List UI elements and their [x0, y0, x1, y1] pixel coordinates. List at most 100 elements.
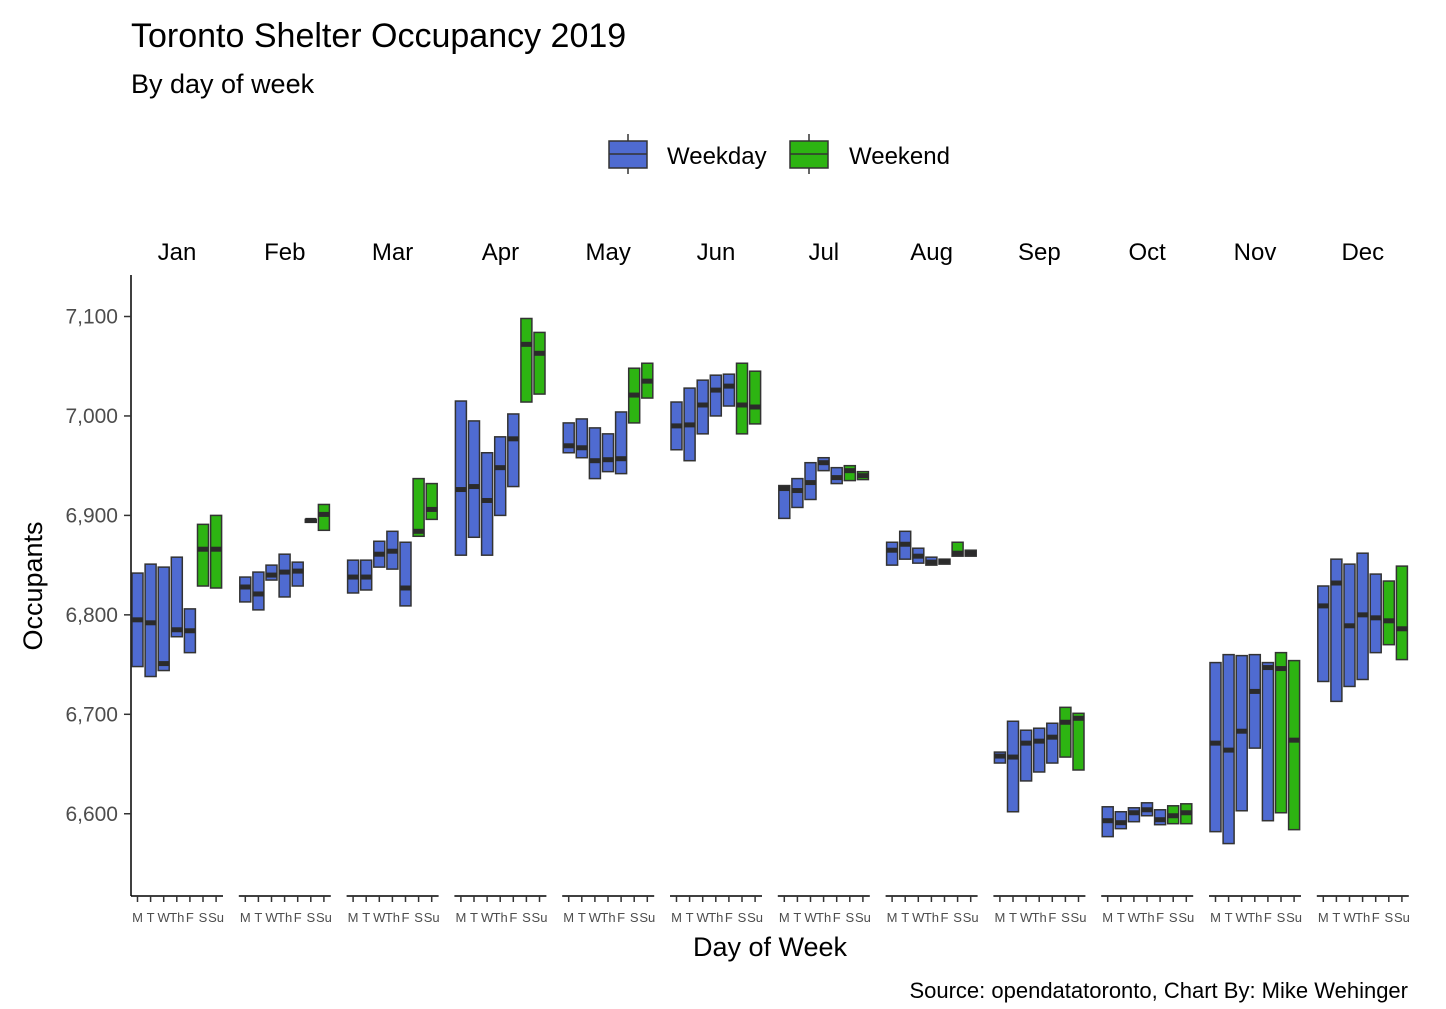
box-feb-t [252, 571, 265, 611]
box-mar-f [399, 541, 412, 607]
x-tick-label: W [804, 910, 817, 925]
box-apr-th [493, 436, 507, 517]
facet-label-oct: Oct [1129, 239, 1167, 266]
box-sep-t [1006, 720, 1020, 813]
x-tick-label: S [738, 910, 747, 925]
x-tick-label: T [1225, 910, 1233, 925]
box-sep-su [1072, 712, 1085, 771]
legend: Weekday Weekend [608, 134, 950, 174]
x-tick-label: Su [963, 910, 979, 925]
box-dec-f [1369, 573, 1382, 654]
x-tick-label: W [589, 910, 602, 925]
chart-subtitle: By day of week [131, 69, 315, 99]
x-tick-label: W [158, 910, 171, 925]
x-tick-label: T [1332, 910, 1340, 925]
box-feb-th [278, 553, 291, 598]
x-tick-label: Th [277, 910, 292, 925]
x-tick-label: M [132, 910, 143, 925]
y-tick-label: 6,800 [65, 604, 118, 627]
x-tick-label: T [1117, 910, 1125, 925]
box-jun-su [748, 370, 762, 425]
x-tick-label: S [199, 910, 208, 925]
box-may-t [575, 418, 589, 459]
x-tick-label: M [240, 910, 251, 925]
x-tick-label: Th [493, 910, 508, 925]
x-tick-label: S [1169, 910, 1178, 925]
box-apr-w [480, 451, 494, 556]
box-nov-m [1209, 661, 1222, 833]
x-tick-label: W [697, 910, 710, 925]
box-nov-su [1287, 659, 1301, 831]
box-nov-f [1261, 661, 1275, 822]
box-dec-t [1330, 558, 1343, 703]
x-tick-label: M [994, 910, 1005, 925]
x-tick-label: F [725, 910, 733, 925]
y-axis: 6,600 6,700 6,800 6,900 7,000 7,100 [65, 275, 132, 896]
box-apr-su [533, 331, 546, 395]
box-dec-su [1395, 565, 1409, 661]
facet-label-mar: Mar [372, 239, 413, 266]
x-tick-label: M [1318, 910, 1329, 925]
box-jan-w [157, 566, 170, 672]
x-tick-label: Th [169, 910, 184, 925]
box-sep-th [1032, 727, 1046, 773]
box-dec-s [1382, 580, 1396, 646]
x-tick-label: M [1210, 910, 1221, 925]
x-tick-label: Su [316, 910, 332, 925]
x-tick-label: M [455, 910, 466, 925]
x-tick-label: W [373, 910, 386, 925]
x-tick-label: M [779, 910, 790, 925]
x-axes: M T W Th F S Su M T W Th F S Su M T W Th F S Su M T W Th F S Su M T W T… [131, 895, 1410, 925]
box-jan-s [196, 523, 210, 587]
box-jan-th [170, 556, 184, 638]
x-tick-label: M [671, 910, 682, 925]
box-may-w [588, 427, 602, 480]
box-jun-f [722, 373, 736, 407]
x-tick-label: W [1020, 910, 1033, 925]
box-may-m [562, 422, 575, 454]
x-tick-label: F [941, 910, 949, 925]
x-tick-label: F [294, 910, 302, 925]
x-tick-label: W [1236, 910, 1249, 925]
box-sep-s [1059, 706, 1072, 758]
x-tick-label: Su [855, 910, 871, 925]
x-tick-label: T [793, 910, 801, 925]
box-sep-w [1019, 729, 1033, 782]
facet-label-apr: Apr [482, 239, 519, 266]
x-tick-label: S [414, 910, 423, 925]
x-tick-label: Su [532, 910, 548, 925]
box-aug-m [885, 541, 899, 566]
x-tick-label: M [887, 910, 898, 925]
x-tick-label: Su [747, 910, 763, 925]
x-tick-label: Su [639, 910, 655, 925]
box-dec-m [1317, 585, 1330, 683]
x-tick-label: Su [1394, 910, 1410, 925]
box-may-th [601, 433, 615, 473]
box-mar-su [425, 482, 438, 521]
x-tick-label: Th [1355, 910, 1370, 925]
y-tick-label: 6,600 [65, 803, 118, 826]
box-feb-su [317, 503, 331, 532]
facet-label-nov: Nov [1234, 239, 1277, 266]
x-tick-label: F [1048, 910, 1056, 925]
box-jun-s [735, 362, 749, 435]
x-tick-label: Th [385, 910, 400, 925]
x-tick-label: Th [1139, 910, 1154, 925]
x-tick-label: T [254, 910, 262, 925]
x-tick-label: F [1264, 910, 1272, 925]
x-tick-label: W [1343, 910, 1356, 925]
box-feb-f [291, 561, 304, 587]
caption: Source: opendatatoronto, Chart By: Mike … [909, 978, 1408, 1003]
x-tick-label: Th [1247, 910, 1262, 925]
x-tick-label: F [833, 910, 841, 925]
x-tick-label: Th [816, 910, 831, 925]
x-tick-label: S [1384, 910, 1393, 925]
x-tick-label: S [522, 910, 531, 925]
x-tick-label: S [306, 910, 315, 925]
x-tick-label: S [1061, 910, 1070, 925]
x-tick-label: F [1372, 910, 1380, 925]
y-tick-label: 7,000 [65, 405, 118, 428]
facet-label-jan: Jan [158, 239, 197, 266]
x-tick-label: M [563, 910, 574, 925]
